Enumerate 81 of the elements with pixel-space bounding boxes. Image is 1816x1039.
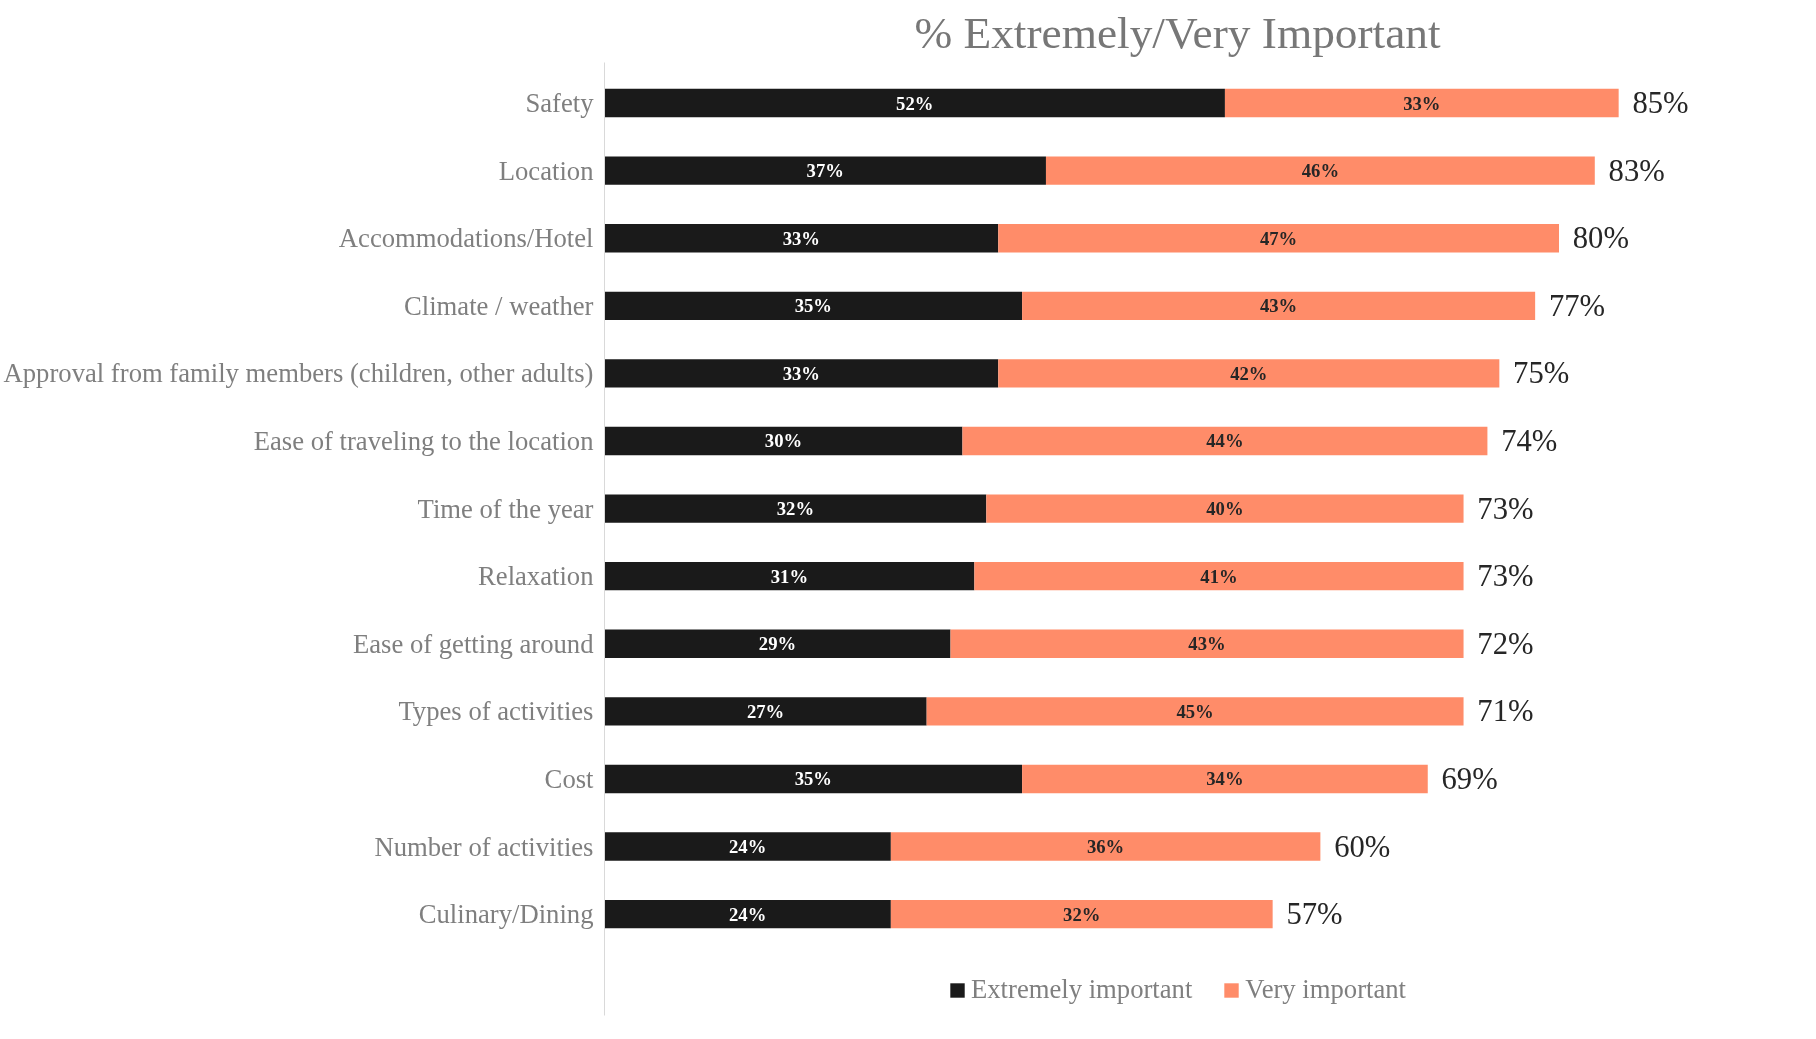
data-label: 44% (1206, 430, 1244, 452)
data-label: 43% (1188, 633, 1226, 655)
total-label: 75% (1513, 356, 1570, 391)
chart-title: % Extremely/Very Important (914, 7, 1441, 58)
data-label: 46% (1301, 160, 1340, 182)
y-tick-label: Types of activities (398, 696, 594, 727)
data-label: 24% (729, 836, 767, 858)
data-label: 45% (1176, 700, 1214, 722)
bar (974, 561, 1464, 591)
data-label: 33% (782, 362, 821, 384)
bar (604, 359, 999, 388)
data-label: 32% (776, 498, 815, 520)
bar (604, 561, 975, 591)
y-tick-label: Number of activities (374, 831, 594, 862)
bar (604, 426, 963, 456)
bar (604, 494, 987, 523)
bar (890, 899, 1273, 929)
total-label: 74% (1501, 424, 1558, 458)
bar (998, 359, 1500, 388)
bar (604, 832, 891, 861)
total-label: 73% (1477, 559, 1534, 594)
data-label: 36% (1086, 836, 1125, 858)
total-label: 83% (1608, 153, 1665, 188)
total-label: 57% (1286, 897, 1343, 932)
data-label: 41% (1200, 565, 1238, 587)
bar (604, 291, 1023, 321)
y-tick-label: Culinary/Dining (418, 899, 594, 930)
data-label: 37% (806, 160, 844, 182)
bar (604, 224, 999, 253)
bar (962, 426, 1488, 456)
bar (1022, 764, 1428, 794)
bar (950, 629, 1464, 658)
bar (604, 629, 951, 658)
bar (604, 697, 927, 726)
y-tick-label: Relaxation (478, 561, 594, 592)
data-label: 40% (1206, 498, 1244, 520)
data-label: 35% (794, 295, 832, 317)
bar (890, 832, 1321, 861)
data-label: 29% (758, 633, 797, 655)
data-label: 31% (770, 565, 809, 587)
data-label: 43% (1259, 295, 1298, 317)
y-tick-label: Approval from family members (children, other adults) (3, 358, 594, 389)
y-tick-label: Cost (544, 763, 595, 794)
bar (604, 764, 1023, 794)
y-tick-label: Climate / weather (404, 290, 594, 321)
y-tick-label: Ease of getting around (352, 628, 594, 659)
total-label: 85% (1632, 86, 1689, 121)
total-label: 72% (1477, 626, 1534, 661)
legend-label: Very important (1245, 974, 1406, 1005)
bar (1045, 156, 1595, 185)
bar (604, 88, 1225, 118)
data-label: 33% (782, 227, 821, 249)
data-label: 35% (794, 768, 832, 790)
total-label: 73% (1477, 491, 1534, 526)
bar (1224, 88, 1619, 118)
bar (604, 899, 891, 929)
data-label: 33% (1403, 92, 1441, 114)
data-label: 47% (1259, 227, 1298, 249)
bar (1022, 291, 1536, 321)
data-label: 30% (764, 430, 803, 452)
y-tick-label: Accommodations/Hotel (338, 223, 594, 254)
bar (926, 697, 1464, 726)
y-tick-label: Location (498, 155, 594, 186)
data-label: 34% (1206, 768, 1244, 790)
data-label: 42% (1230, 362, 1268, 384)
legend-label: Extremely important (971, 974, 1193, 1005)
total-label: 71% (1477, 694, 1534, 729)
y-tick-label: Time of the year (417, 493, 594, 524)
total-label: 77% (1548, 288, 1606, 323)
total-label: 69% (1441, 761, 1498, 796)
y-tick-label: Safety (525, 88, 595, 119)
total-label: 80% (1572, 221, 1629, 256)
y-tick-label: Ease of traveling to the location (253, 426, 594, 456)
data-label: 24% (729, 903, 767, 925)
data-label: 32% (1063, 903, 1101, 925)
total-label: 60% (1334, 829, 1391, 864)
bar (986, 494, 1464, 523)
data-label: 52% (896, 92, 934, 114)
bar (998, 224, 1559, 253)
bar (604, 156, 1046, 185)
data-label: 27% (746, 700, 785, 722)
